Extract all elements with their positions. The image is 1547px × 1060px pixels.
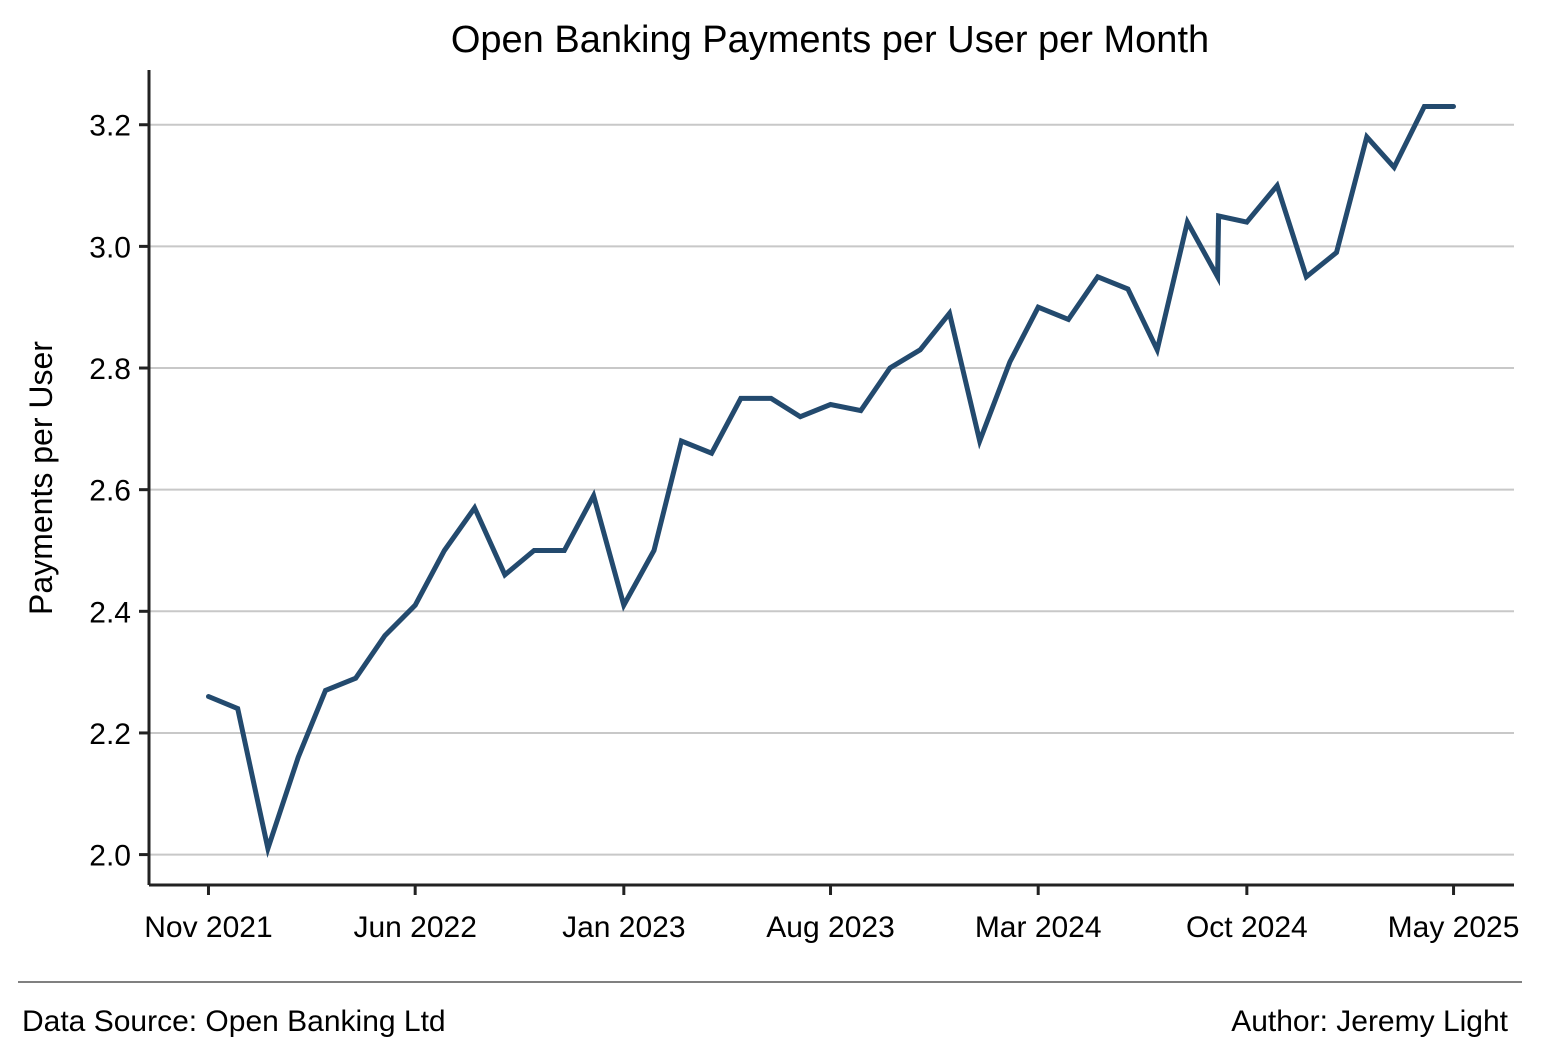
series-group	[206, 104, 1456, 858]
x-axis-ticks: Nov 2021 Jun 2022 Jan 2023 Aug 2023 Mar 2024…	[144, 885, 1519, 944]
x-tick-label: May 2025	[1388, 911, 1520, 944]
x-tick-label: Aug 2023	[766, 911, 894, 944]
chart-title: Open Banking Payments per User per Month	[451, 19, 1209, 61]
y-tick-label: 2.4	[89, 596, 131, 629]
series-line-0	[206, 104, 1456, 858]
y-axis-ticks: 2.0 2.2 2.4 2.6 2.8 3.0 3.2	[89, 110, 149, 873]
y-tick-label: 3.2	[89, 110, 131, 143]
footer-author: Author: Jeremy Light	[1231, 1005, 1508, 1038]
y-tick-label: 3.0	[89, 231, 131, 264]
gridlines	[149, 123, 1514, 856]
y-tick-label: 2.0	[89, 840, 131, 873]
y-tick-label: 2.6	[89, 475, 131, 508]
x-tick-label: Nov 2021	[144, 911, 272, 944]
x-tick-label: Mar 2024	[975, 911, 1102, 944]
x-tick-label: Jun 2022	[353, 911, 476, 944]
x-tick-label: Jan 2023	[562, 911, 685, 944]
y-tick-label: 2.2	[89, 718, 131, 751]
footer-source: Data Source: Open Banking Ltd	[22, 1005, 446, 1038]
x-tick-label: Oct 2024	[1186, 911, 1308, 944]
y-tick-label: 2.8	[89, 353, 131, 386]
y-axis-label: Payments per User	[23, 341, 59, 615]
